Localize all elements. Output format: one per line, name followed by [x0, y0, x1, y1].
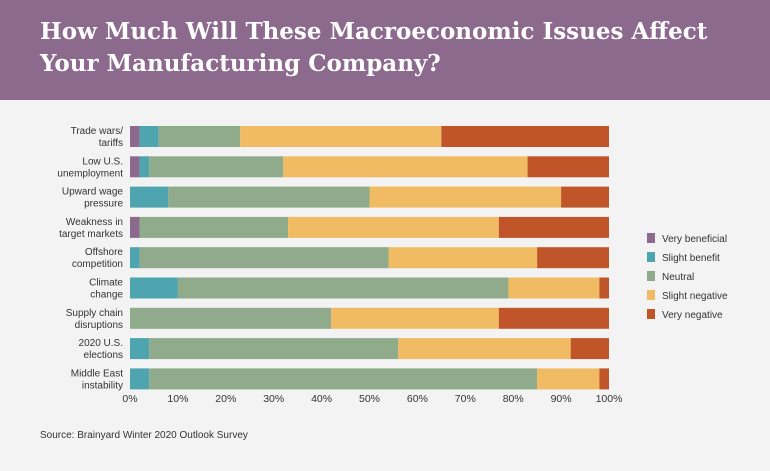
- category-label-line: competition: [72, 259, 123, 270]
- bar-segment-slight-benefit: [130, 247, 140, 269]
- bar-segment-very-negative: [599, 368, 609, 390]
- bar-segment-very-negative: [498, 307, 609, 329]
- bar-segment-slight-negative: [388, 247, 538, 269]
- x-tick-label: 80%: [503, 393, 524, 405]
- bar-segment-neutral: [149, 368, 538, 390]
- legend-swatch: [647, 309, 655, 319]
- bar-segment-neutral: [139, 247, 389, 269]
- bar-segment-neutral: [158, 126, 241, 147]
- category-label-line: Climate: [89, 278, 123, 289]
- bar-segment-slight-negative: [288, 216, 499, 238]
- category-label-line: instability: [82, 380, 123, 391]
- bar-segment-slight-benefit: [139, 156, 150, 178]
- category-label-line: 2020 U.S.: [79, 338, 123, 349]
- bars-group: [130, 126, 609, 390]
- category-label-line: Middle East: [71, 368, 123, 379]
- bar-segment-slight-negative: [369, 186, 562, 208]
- category-label: Trade wars/tariffs: [71, 126, 124, 149]
- x-tick-label: 100%: [596, 393, 623, 405]
- x-tick-label: 30%: [263, 393, 284, 405]
- legend: Very beneficial Slight benefit Neutral Slig…: [647, 233, 728, 321]
- bar-segment-slight-negative: [331, 307, 499, 329]
- bar-segment-slight-negative: [398, 338, 571, 360]
- bar-segment-very-negative: [498, 216, 609, 238]
- category-label-line: Supply chain: [66, 308, 123, 319]
- category-label: Low U.S. unemployment: [57, 156, 123, 179]
- x-tick-label: 50%: [359, 393, 380, 405]
- legend-swatch: [647, 233, 655, 243]
- legend-label: Very beneficial: [662, 234, 727, 245]
- bar-segment-neutral: [130, 307, 332, 329]
- bar-segment-neutral: [149, 156, 284, 178]
- category-label: Climate change: [89, 278, 123, 301]
- bar-segment-slight-negative: [537, 368, 600, 390]
- bar-segment-neutral: [177, 277, 509, 299]
- source-note: Source: Brainyard Winter 2020 Outlook Su…: [40, 430, 248, 441]
- bar-segment-slight-benefit: [130, 277, 178, 299]
- category-label-line: unemployment: [57, 168, 123, 179]
- category-label-line: Offshore: [85, 247, 124, 258]
- category-label-line: Trade wars/: [71, 126, 124, 137]
- bar-segment-neutral: [168, 186, 370, 208]
- category-label-line: tariffs: [99, 138, 123, 149]
- x-tick-label: 40%: [311, 393, 332, 405]
- bar-segment-slight-benefit: [130, 338, 150, 360]
- category-label-line: Low U.S.: [82, 156, 123, 167]
- category-label: 2020 U.S. elections: [79, 338, 123, 361]
- bar-segment-slight-negative: [240, 126, 442, 147]
- header-banner: How Much Will These Macroeconomic Issues…: [0, 0, 770, 100]
- category-label-line: disruptions: [75, 320, 123, 331]
- title-line-1: How Much Will These Macroeconomic Issues…: [40, 18, 708, 45]
- category-label-line: target markets: [59, 229, 123, 240]
- legend-swatch: [647, 252, 655, 262]
- category-label-line: change: [90, 290, 123, 301]
- x-axis-ticks: 0% 10% 20% 30% 40% 50% 60% 70% 80% 90% 100%: [122, 393, 622, 405]
- bar-segment-very-beneficial: [130, 216, 140, 238]
- category-label: Middle East instability: [71, 368, 123, 391]
- title-line-2: Your Manufacturing Company?: [40, 50, 441, 77]
- legend-label: Slight negative: [662, 291, 728, 302]
- bar-segment-very-negative: [537, 247, 609, 269]
- x-tick-label: 10%: [167, 393, 188, 405]
- legend-label: Slight benefit: [662, 253, 720, 264]
- category-labels: Trade wars/tariffs Low U.S. unemployment Up…: [57, 126, 123, 391]
- bar-segment-very-negative: [527, 156, 609, 178]
- x-tick-label: 90%: [551, 393, 572, 405]
- category-label: Upward wage pressure: [62, 187, 124, 210]
- bar-segment-very-negative: [570, 338, 609, 360]
- bar-segment-neutral: [139, 216, 289, 238]
- legend-swatch: [647, 290, 655, 300]
- category-label: Offshore competition: [72, 247, 124, 270]
- page-title: How Much Will These Macroeconomic Issues…: [40, 16, 740, 80]
- bar-segment-very-beneficial: [130, 156, 140, 178]
- bar-segment-very-beneficial: [130, 126, 140, 147]
- legend-label: Very negative: [662, 310, 723, 321]
- x-tick-label: 20%: [215, 393, 236, 405]
- x-tick-label: 60%: [407, 393, 428, 405]
- category-label-line: Weakness in: [66, 217, 123, 228]
- legend-swatch: [647, 271, 655, 281]
- bar-segment-slight-benefit: [130, 186, 169, 208]
- bar-segment-slight-benefit: [139, 126, 159, 147]
- bar-segment-very-negative: [599, 277, 609, 299]
- category-label-line: elections: [84, 350, 123, 361]
- bar-segment-very-negative: [561, 186, 609, 208]
- category-label: Supply chain disruptions: [66, 308, 123, 331]
- bar-segment-slight-negative: [283, 156, 528, 178]
- stacked-bar-chart: Trade wars/tariffs Low U.S. unemployment Up…: [57, 126, 728, 405]
- bar-segment-very-negative: [441, 126, 609, 147]
- category-label-line: pressure: [84, 199, 123, 210]
- bar-segment-neutral: [149, 338, 399, 360]
- category-label: Weakness in target markets: [59, 217, 123, 240]
- bar-segment-slight-benefit: [130, 368, 150, 390]
- x-tick-label: 70%: [455, 393, 476, 405]
- bar-segment-slight-negative: [508, 277, 600, 299]
- legend-label: Neutral: [662, 272, 694, 283]
- x-tick-label: 0%: [122, 393, 137, 405]
- category-label-line: Upward wage: [62, 187, 124, 198]
